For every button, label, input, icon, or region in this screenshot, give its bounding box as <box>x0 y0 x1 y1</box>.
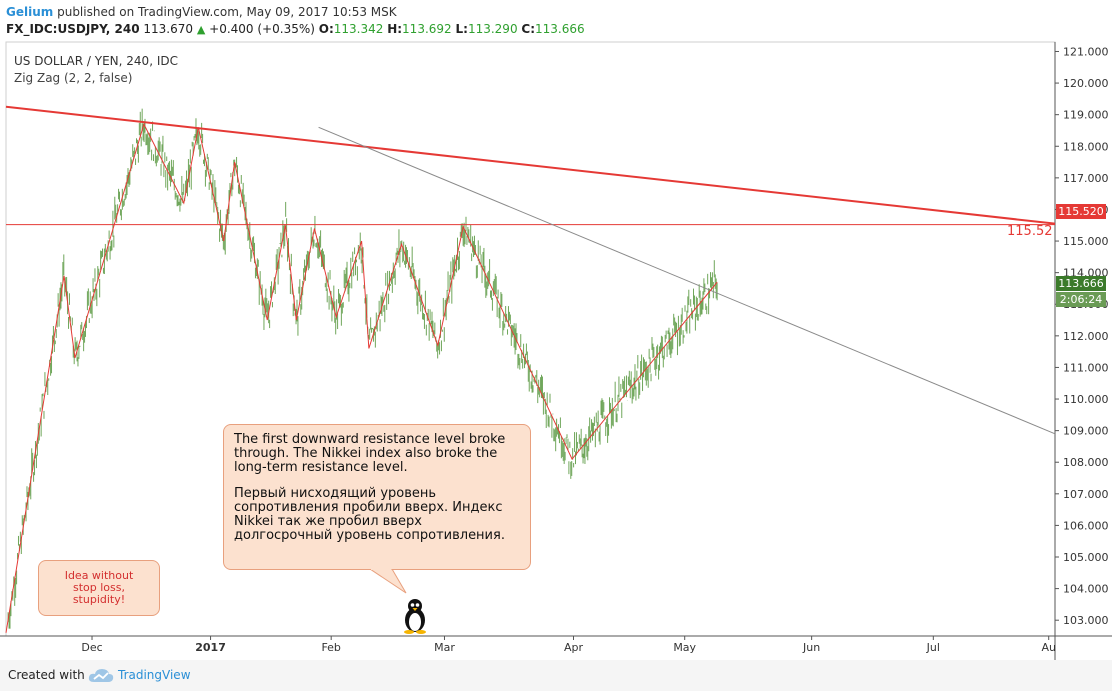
up-arrow-icon: ▲ <box>196 23 206 36</box>
y-tick-label: 117.000 <box>1063 172 1109 185</box>
x-tick-label: Dec <box>81 641 102 654</box>
y-tick-label: 110.000 <box>1063 393 1109 406</box>
resistance-trendline <box>5 105 1056 225</box>
publish-header: Gelium published on TradingView.com, May… <box>6 4 397 20</box>
x-tick-label: Feb <box>321 641 340 654</box>
gray-trendline <box>318 126 1056 435</box>
y-tick-label: 104.000 <box>1063 583 1109 596</box>
y-tick-label: 108.000 <box>1063 456 1109 469</box>
y-tick-label: 120.000 <box>1063 77 1109 90</box>
close-label: C: <box>521 22 536 36</box>
x-tick-label: Jul <box>926 641 940 654</box>
x-tick-label: Mar <box>434 641 455 654</box>
y-tick-label: 119.000 <box>1063 109 1109 122</box>
price-chart[interactable]: 121.000120.000119.000118.000117.000116.0… <box>0 0 1112 660</box>
author-name[interactable]: Gelium <box>6 5 54 19</box>
callout-pointer <box>370 569 407 594</box>
resistance-level-label: 115.52 <box>1007 224 1053 239</box>
tradingview-cloud-icon[interactable] <box>88 668 114 684</box>
y-tick-label: 103.000 <box>1063 614 1109 627</box>
ohlc-bar: FX_IDC:USDJPY, 240 113.670 ▲ +0.400 (+0.… <box>6 21 585 38</box>
chart-legend-title: US DOLLAR / YEN, 240, IDC <box>14 54 178 68</box>
high-label: H: <box>387 22 403 36</box>
idea-note-line: stupidity! <box>72 593 126 606</box>
y-tick-label: 118.000 <box>1063 140 1109 153</box>
last-price: 113.670 <box>143 22 194 36</box>
y-tick-label: 106.000 <box>1063 519 1109 532</box>
countdown-tag: 2:06:24 <box>1056 292 1106 307</box>
close-value: 113.666 <box>535 22 585 36</box>
x-tick-label: 2017 <box>195 641 226 654</box>
low-value: 113.290 <box>467 22 518 36</box>
y-tick-label: 112.000 <box>1063 330 1109 343</box>
created-with-text: Created with <box>8 668 85 682</box>
callout-english-text: The first downward resistance level brok… <box>234 432 506 475</box>
indicator-legend[interactable]: Zig Zag (2, 2, false) <box>14 71 133 85</box>
y-tick-label: 109.000 <box>1063 425 1109 438</box>
symbol-label: FX_IDC:USDJPY, 240 <box>6 22 140 36</box>
zigzag-line <box>5 122 718 633</box>
penguin-icon <box>404 599 426 634</box>
x-tick-label: Au <box>1041 641 1056 654</box>
published-info: published on TradingView.com, May 09, 20… <box>57 5 397 19</box>
high-value: 113.692 <box>402 22 452 36</box>
analysis-callout[interactable]: The first downward resistance level brok… <box>223 424 531 570</box>
x-tick-label: Jun <box>802 641 820 654</box>
footer-bar: Created with TradingView <box>0 660 1112 691</box>
y-tick-label: 111.000 <box>1063 361 1109 374</box>
y-tick-label: 115.000 <box>1063 235 1109 248</box>
idea-note-line: Idea without <box>64 569 134 582</box>
idea-note-line: stop loss, <box>73 581 125 594</box>
resistance-price-tag: 115.520 <box>1056 204 1106 219</box>
y-tick-label: 121.000 <box>1063 45 1109 58</box>
y-tick-label: 105.000 <box>1063 551 1109 564</box>
callout-russian-text: Первый нисходящий уровень сопротивления … <box>234 486 505 543</box>
current-price-tag: 113.666 <box>1056 276 1106 291</box>
open-value: 113.342 <box>333 22 384 36</box>
x-tick-label: Apr <box>564 641 584 654</box>
x-tick-label: May <box>673 641 696 654</box>
low-label: L: <box>455 22 468 36</box>
price-change: +0.400 (+0.35%) <box>209 22 315 36</box>
tradingview-link[interactable]: TradingView <box>118 668 191 682</box>
y-tick-label: 107.000 <box>1063 488 1109 501</box>
idea-note[interactable]: Idea without stop loss, stupidity! <box>38 560 160 616</box>
open-label: O: <box>318 22 334 36</box>
candles-group <box>7 108 718 629</box>
